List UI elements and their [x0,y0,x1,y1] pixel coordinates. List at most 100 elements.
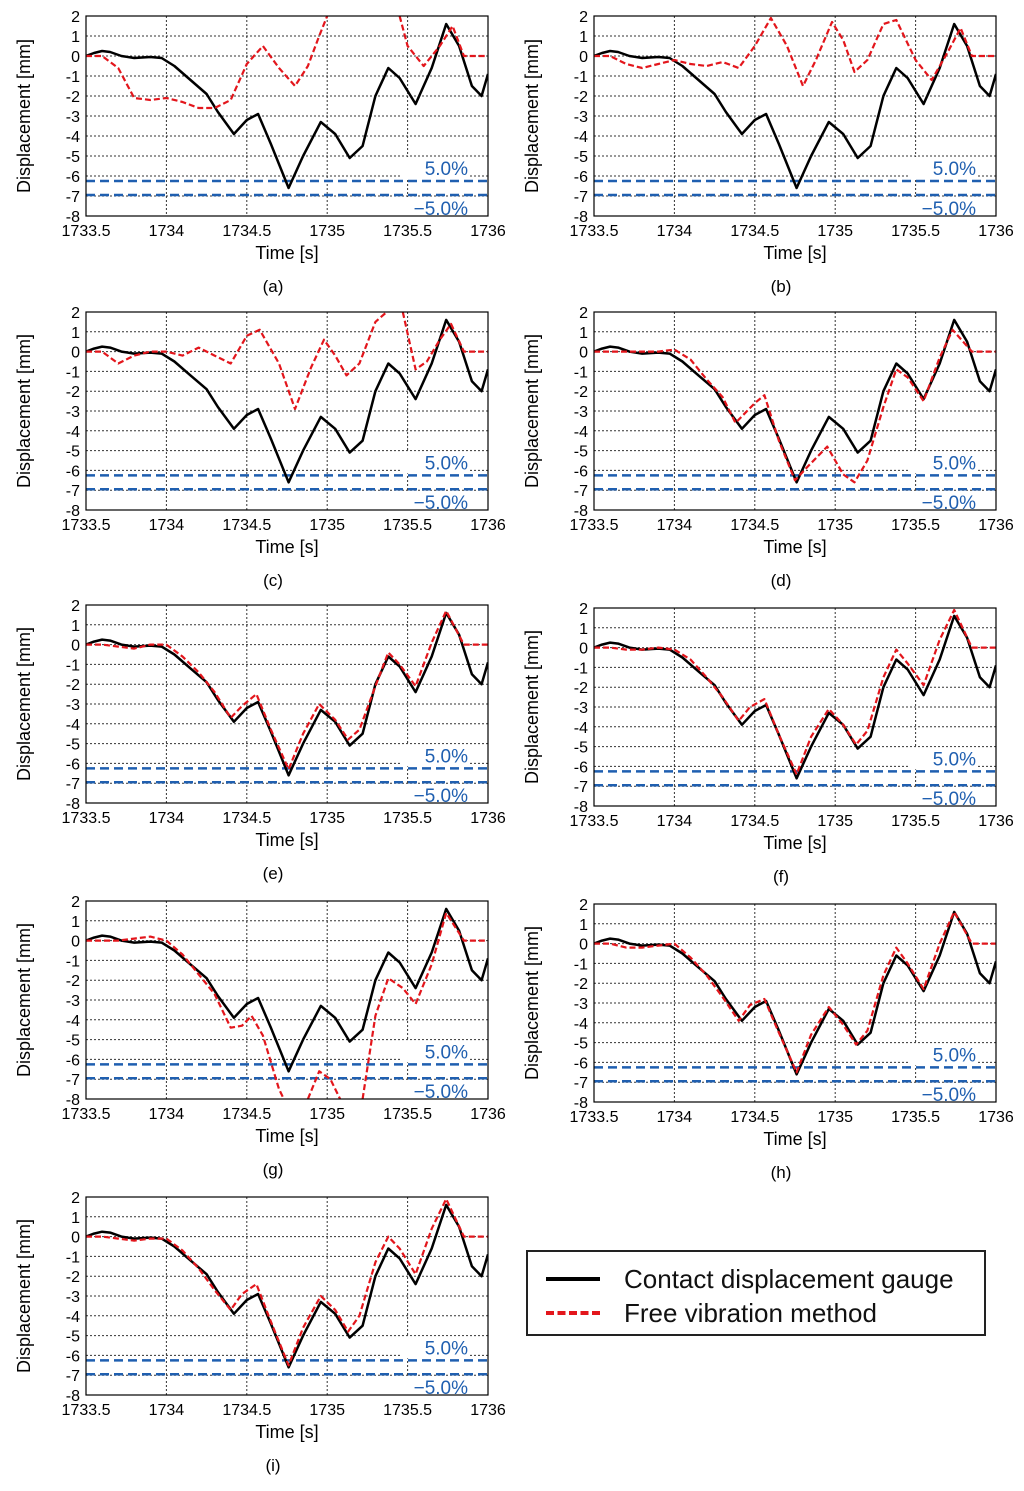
x-tick-label: 1736 [978,517,1014,534]
x-tick-label: 1734 [149,517,185,534]
y-tick-label: -3 [66,404,80,421]
panel-label: (d) [771,571,792,590]
y-tick-label: 1 [71,914,80,931]
threshold-label-bg [910,787,978,810]
x-tick-label: 1735 [309,1106,345,1123]
x-axis-label: Time [s] [255,537,318,557]
y-tick-label: -4 [66,424,80,441]
x-axis-label: Time [s] [255,243,318,263]
plot-frame [593,15,997,217]
x-tick-label: 1736 [470,517,506,534]
x-axis-label: Time [s] [763,537,826,557]
y-tick-label: -1 [574,660,588,677]
panel-label: (e) [263,864,284,883]
x-tick-label: 1735 [309,810,345,827]
y-tick-label: 0 [579,641,588,658]
threshold-label-bg [402,1376,470,1399]
y-tick-label: -5 [574,444,588,461]
x-tick-label: 1734 [149,810,185,827]
panel-label: (i) [265,1456,280,1475]
threshold-label-bg [402,451,470,474]
y-tick-label: -6 [574,1055,588,1072]
y-tick-label: -1 [66,657,80,674]
y-tick-label: -7 [574,483,588,500]
y-tick-label: -1 [574,956,588,973]
plot-frame [85,1196,489,1396]
x-axis-label: Time [s] [255,1422,318,1442]
y-tick-label: 1 [71,1210,80,1227]
legend-item-free: Free vibration method [546,1296,877,1330]
x-tick-label: 1733.5 [62,517,111,534]
y-tick-label: 0 [71,345,80,362]
x-tick-label: 1736 [978,1109,1014,1126]
x-tick-label: 1735 [817,517,853,534]
y-tick-label: -5 [66,444,80,461]
x-tick-label: 1735 [309,517,345,534]
x-tick-label: 1734 [657,1109,693,1126]
y-tick-label: 1 [71,618,80,635]
y-tick-label: -6 [574,759,588,776]
threshold-label: −5.0% [414,786,469,807]
panel-label: (h) [771,1163,792,1182]
y-tick-label: -8 [66,796,80,813]
y-tick-label: -5 [66,149,80,166]
x-tick-label: 1734.5 [222,1106,271,1123]
legend: Contact displacement gauge Free vibratio… [526,1250,986,1336]
y-tick-label: 2 [71,598,80,615]
y-tick-label: 0 [71,638,80,655]
y-tick-label: -6 [66,1052,80,1069]
x-tick-label: 1735 [309,1402,345,1419]
x-tick-label: 1736 [470,1106,506,1123]
plot-frame [85,900,489,1100]
x-tick-label: 1735.5 [383,223,432,240]
y-tick-label: -7 [66,483,80,500]
y-axis-label: Displacement [mm] [522,39,542,193]
x-tick-label: 1736 [978,813,1014,830]
series-free [86,16,329,110]
threshold-label: 5.0% [933,1045,976,1066]
plot-frame [593,311,997,511]
y-axis-label: Displacement [mm] [522,334,542,488]
threshold-label-bg [402,1040,470,1063]
y-tick-label: -3 [574,996,588,1013]
y-tick-label: 0 [579,937,588,954]
threshold-label: 5.0% [933,749,976,770]
threshold-label: 5.0% [425,159,468,180]
x-tick-label: 1733.5 [62,1106,111,1123]
y-tick-label: -3 [66,993,80,1010]
plot-frame [593,903,997,1103]
y-tick-label: -1 [574,69,588,86]
y-tick-label: -2 [66,89,80,106]
x-tick-label: 1734.5 [730,517,779,534]
x-tick-label: 1735.5 [891,517,940,534]
y-tick-label: -4 [574,720,588,737]
y-tick-label: -8 [66,1092,80,1109]
y-tick-label: -1 [66,1249,80,1266]
threshold-label: −5.0% [414,1082,469,1103]
threshold-label: 5.0% [933,159,976,180]
x-tick-label: 1735 [817,1109,853,1126]
y-tick-label: -2 [66,677,80,694]
y-tick-label: 1 [579,325,588,342]
y-tick-label: 2 [579,601,588,618]
x-axis-label: Time [s] [255,830,318,850]
x-tick-label: 1736 [470,223,506,240]
panel-label: (a) [263,277,284,296]
x-axis-label: Time [s] [763,243,826,263]
x-tick-label: 1735.5 [383,1402,432,1419]
y-tick-label: -8 [574,1095,588,1112]
y-tick-label: -3 [66,109,80,126]
y-tick-label: -7 [66,1072,80,1089]
y-tick-label: -7 [574,189,588,206]
y-tick-label: -6 [66,463,80,480]
threshold-label-bg [402,157,470,179]
series-free [594,16,996,88]
x-tick-label: 1735.5 [891,813,940,830]
threshold-label-bg [402,491,470,514]
y-tick-label: 0 [579,49,588,66]
